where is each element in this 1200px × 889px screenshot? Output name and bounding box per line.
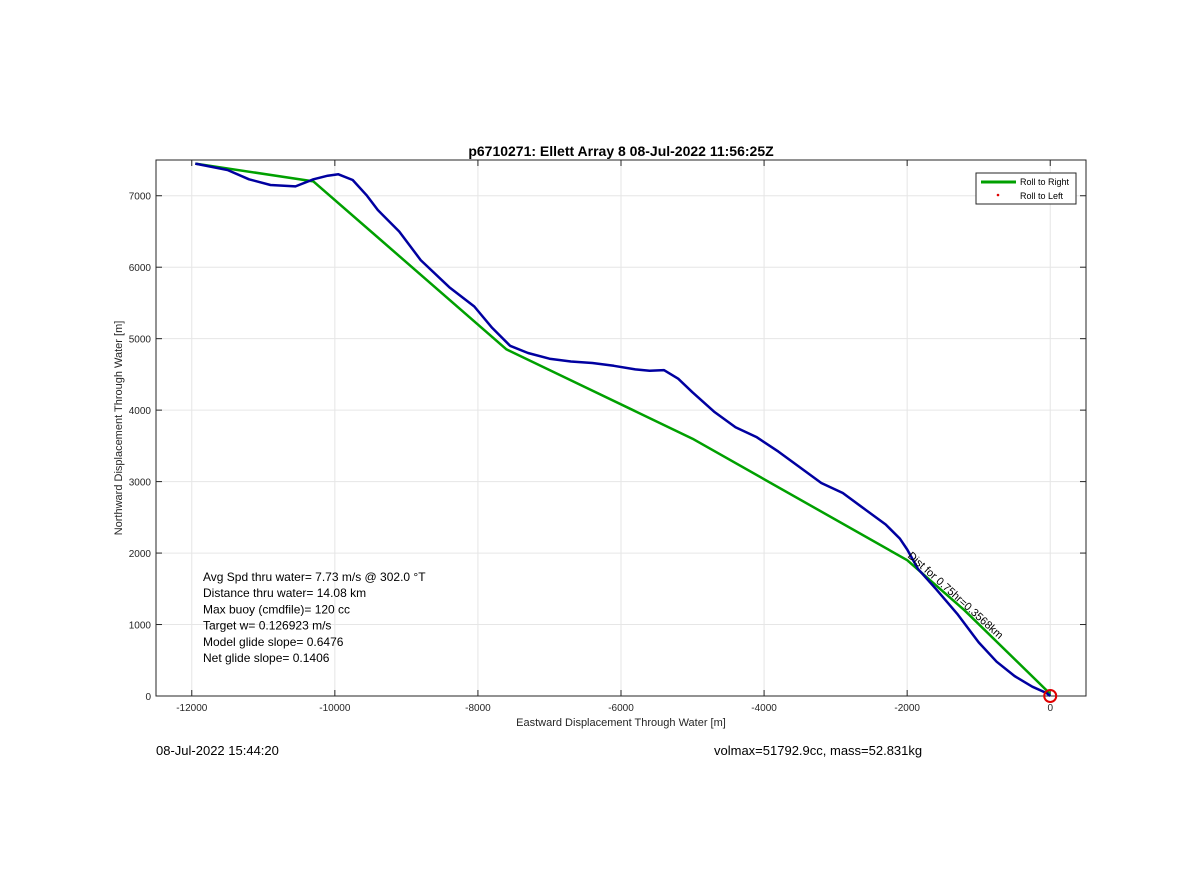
start-marker	[1043, 689, 1058, 703]
stats-line: Model glide slope= 0.6476	[203, 635, 344, 649]
stats-line: Max buoy (cmdfile)= 120 cc	[203, 602, 350, 616]
footer-timestamp: 08-Jul-2022 15:44:20	[156, 743, 279, 758]
x-tick-label: -4000	[751, 703, 777, 714]
y-tick-label: 0	[145, 692, 151, 703]
series-line-2	[195, 162, 1051, 697]
legend-label-right: Roll to Right	[1020, 177, 1070, 187]
axis-ticks: -12000 -10000 -8000 -6000 -4000 -2000 0 0 1000 20…	[129, 160, 1086, 714]
x-tick-label: -12000	[176, 703, 208, 714]
stats-line: Net glide slope= 0.1406	[203, 651, 330, 665]
x-tick-label: -8000	[465, 703, 491, 714]
y-tick-label: 2000	[129, 549, 152, 560]
legend: Roll to Right Roll to Left	[975, 172, 1077, 205]
x-tick-label: -10000	[319, 703, 351, 714]
legend-label-left: Roll to Left	[1020, 191, 1064, 201]
markers-group	[1043, 689, 1058, 703]
y-tick-label: 4000	[129, 406, 152, 417]
legend-swatch-left	[996, 193, 1000, 197]
y-tick-label: 3000	[129, 478, 152, 489]
series-line-1	[195, 162, 1052, 695]
y-tick-label: 7000	[129, 192, 152, 203]
x-tick-label: -6000	[608, 703, 634, 714]
y-axis-label: Northward Displacement Through Water [m]	[113, 321, 125, 536]
x-tick-label: -2000	[894, 703, 920, 714]
y-tick-label: 5000	[129, 335, 152, 346]
stats-line: Target w= 0.126923 m/s	[203, 619, 331, 633]
distance-annotation: Dist for 0.75hr=0.3568km	[905, 550, 1005, 642]
legend-box	[975, 172, 1077, 205]
x-axis-label: Eastward Displacement Through Water [m]	[516, 717, 726, 729]
stats-line: Distance thru water= 14.08 km	[203, 586, 366, 600]
x-tick-label: 0	[1047, 703, 1053, 714]
stats-block: Avg Spd thru water= 7.73 m/s @ 302.0 °T D…	[203, 570, 426, 665]
stats-line: Avg Spd thru water= 7.73 m/s @ 302.0 °T	[203, 570, 426, 584]
chart-title: p6710271: Ellett Array 8 08-Jul-2022 11:…	[468, 143, 774, 159]
series-group	[195, 162, 1052, 697]
y-tick-label: 6000	[129, 263, 152, 274]
footer-volmax: volmax=51792.9cc, mass=52.831kg	[714, 743, 923, 758]
grid	[156, 160, 1086, 697]
y-tick-label: 1000	[129, 621, 152, 632]
